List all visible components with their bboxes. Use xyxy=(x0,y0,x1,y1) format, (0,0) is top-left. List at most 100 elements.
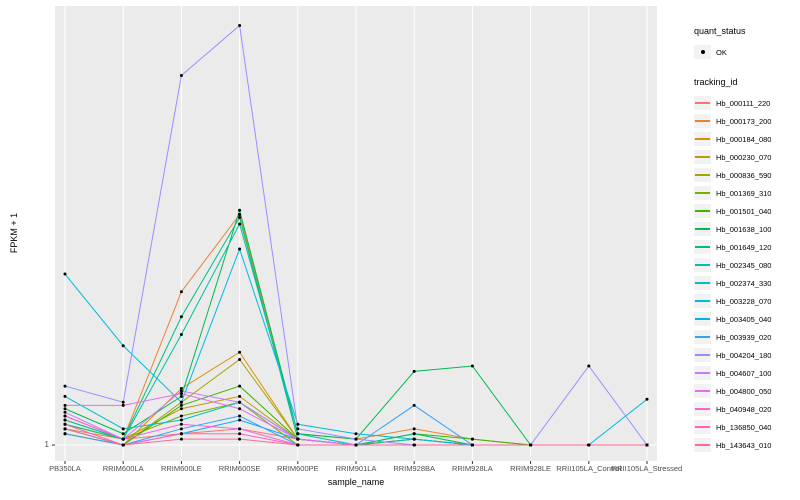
legend-item-label: Hb_001638_100 xyxy=(716,224,772,234)
line-key-icon xyxy=(694,114,711,128)
legend-item-label: Hb_000111_220 xyxy=(716,98,771,108)
legend-item-tracking: Hb_003228_070 xyxy=(694,292,800,310)
line-key-icon xyxy=(694,312,711,326)
legend-item-label: Hb_003939_020 xyxy=(716,332,772,342)
legend-item-label: Hb_000230_070 xyxy=(716,152,772,162)
data-point xyxy=(179,403,183,407)
legend-item-tracking: Hb_001649_120 xyxy=(694,238,800,256)
line-key-icon xyxy=(694,330,711,344)
data-point xyxy=(179,432,183,436)
legend-item-tracking: Hb_001369_310 xyxy=(694,184,800,202)
legend-item-tracking: Hb_004800_050 xyxy=(694,382,800,400)
data-point xyxy=(238,394,242,398)
x-tick-label: RRIM928BA xyxy=(393,464,436,473)
data-point xyxy=(121,344,125,348)
line-key-icon xyxy=(694,258,711,272)
legend-item-label: OK xyxy=(716,47,727,57)
data-point xyxy=(179,290,183,294)
legend-item-label: Hb_003405_040 xyxy=(716,314,772,324)
legend-item-label: Hb_001649_120 xyxy=(716,242,772,252)
data-point xyxy=(354,443,358,447)
legend: quant_status OK tracking_id Hb_000111_22… xyxy=(694,26,800,454)
data-point xyxy=(179,333,183,337)
data-point xyxy=(121,437,125,441)
legend-item-label: Hb_002374_330 xyxy=(716,278,772,288)
legend-item-tracking: Hb_000111_220 xyxy=(694,94,800,112)
legend-item-label: Hb_001501_040 xyxy=(716,206,772,216)
line-key-icon xyxy=(694,294,711,308)
x-tick-label: RRII105LA_Stressed xyxy=(611,464,683,473)
data-point xyxy=(63,414,67,418)
data-point xyxy=(63,394,67,398)
data-point xyxy=(238,407,242,411)
line-key-icon xyxy=(694,402,711,416)
legend-item-tracking: Hb_000230_070 xyxy=(694,148,800,166)
data-point xyxy=(296,422,300,426)
legend-item-tracking: Hb_000184_080 xyxy=(694,130,800,148)
data-point xyxy=(179,407,183,411)
line-key-icon xyxy=(694,348,711,362)
legend-item-label: Hb_136850_040 xyxy=(716,422,772,432)
data-point xyxy=(179,389,183,393)
data-point xyxy=(63,403,67,407)
y-axis-title: FPKM + 1 xyxy=(9,212,19,254)
line-key-icon xyxy=(694,222,711,236)
data-point xyxy=(354,437,358,441)
data-point xyxy=(179,437,183,441)
data-point xyxy=(470,364,474,368)
legend-item-tracking: Hb_002345_080 xyxy=(694,256,800,274)
data-point xyxy=(645,397,649,401)
line-key-icon xyxy=(694,168,711,182)
data-point xyxy=(179,392,183,396)
data-point xyxy=(412,437,416,441)
data-point xyxy=(238,358,242,362)
x-tick-label: RRIM600SE xyxy=(218,464,261,473)
data-point xyxy=(179,422,183,426)
legend-item-label: Hb_004800_050 xyxy=(716,386,772,396)
data-point xyxy=(238,400,242,404)
data-point xyxy=(238,418,242,422)
legend-item-ok: OK xyxy=(694,43,800,61)
data-point xyxy=(121,427,125,431)
data-point xyxy=(587,364,591,368)
legend-item-tracking: Hb_143643_010 xyxy=(694,436,800,454)
data-point xyxy=(121,403,125,407)
line-key-icon xyxy=(694,186,711,200)
data-point xyxy=(238,427,242,431)
data-point xyxy=(238,23,242,27)
data-point xyxy=(63,422,67,426)
data-point xyxy=(296,427,300,431)
data-point xyxy=(238,212,242,216)
legend-title-tracking-id: tracking_id xyxy=(694,77,738,87)
data-point xyxy=(412,443,416,447)
legend-item-tracking: Hb_040948_020 xyxy=(694,400,800,418)
line-key-icon xyxy=(694,150,711,164)
y-tick-label: 1 xyxy=(44,440,49,449)
data-point xyxy=(179,427,183,431)
legend-title-quant-status: quant_status xyxy=(694,26,746,36)
data-point xyxy=(179,414,183,418)
data-point xyxy=(470,437,474,441)
legend-item-label: Hb_000173_200 xyxy=(716,116,772,126)
x-tick-label: RRII105LA_Control xyxy=(556,464,622,473)
data-point xyxy=(63,384,67,388)
data-point xyxy=(121,443,125,447)
data-point xyxy=(238,414,242,418)
data-point xyxy=(587,443,591,447)
line-key-icon xyxy=(694,438,711,452)
x-tick-label: RRIM928LE xyxy=(510,464,552,473)
legend-item-label: Hb_001369_310 xyxy=(716,188,772,198)
legend-item-label: Hb_000184_080 xyxy=(716,134,772,144)
data-point xyxy=(121,400,125,404)
line-key-icon xyxy=(694,96,711,110)
data-point xyxy=(179,315,183,319)
data-point xyxy=(238,247,242,251)
legend-item-tracking: Hb_002374_330 xyxy=(694,274,800,292)
line-key-icon xyxy=(694,366,711,380)
line-key-icon xyxy=(694,384,711,398)
data-point xyxy=(63,407,67,411)
data-point xyxy=(179,400,183,404)
x-tick-label: RRIM600LA xyxy=(102,464,144,473)
